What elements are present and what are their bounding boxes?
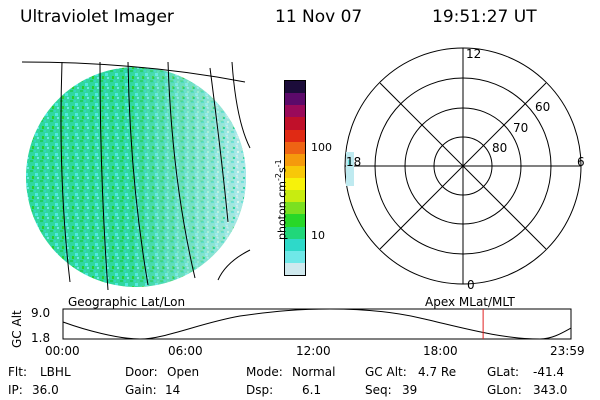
altitude-curve bbox=[62, 308, 572, 340]
timeline-ymin: 1.8 bbox=[31, 331, 51, 345]
door-label: Door: bbox=[125, 365, 158, 379]
gain-label: Gain: bbox=[125, 383, 157, 397]
time-tick-2: 12:00 bbox=[296, 344, 331, 358]
glon-label: GLon: bbox=[487, 383, 522, 397]
mode-label: Mode: bbox=[246, 365, 283, 379]
gain-value: 14 bbox=[165, 383, 181, 397]
colorbar-swatch bbox=[285, 105, 305, 118]
colorbar-swatch bbox=[285, 141, 305, 154]
time-tick-4: 23:59 bbox=[550, 344, 585, 358]
colorbar-swatch bbox=[285, 202, 305, 215]
timeline-right-label: Apex MLat/MLT bbox=[425, 295, 515, 309]
mode-value: Normal bbox=[292, 365, 336, 379]
time-tick-1: 06:00 bbox=[168, 344, 203, 358]
colorbar-swatch bbox=[285, 238, 305, 251]
ip-value: 36.0 bbox=[32, 383, 59, 397]
colorbar-tick-100: 100 bbox=[311, 141, 332, 154]
date-label: 11 Nov 07 bbox=[275, 7, 363, 27]
colorbar-swatch bbox=[285, 250, 305, 263]
timeline-ymax: 9.0 bbox=[31, 306, 51, 320]
seq-value: 39 bbox=[402, 383, 418, 397]
polar-mlt-6: 6 bbox=[577, 155, 585, 169]
polar-aurora-edge bbox=[346, 152, 354, 186]
glat-value: -41.4 bbox=[533, 365, 565, 379]
instrument-title: Ultraviolet Imager bbox=[20, 7, 174, 27]
polar-mlt-18: 18 bbox=[346, 155, 361, 169]
dsp-value: 6.1 bbox=[302, 383, 322, 397]
polar-lat-80: 80 bbox=[492, 141, 507, 155]
colorbar-swatch bbox=[285, 81, 305, 94]
filter-label: Flt: bbox=[8, 365, 27, 379]
polar-mlt-12: 12 bbox=[466, 47, 481, 61]
polar-lat-70: 70 bbox=[513, 121, 528, 135]
colorbar bbox=[284, 80, 306, 276]
colorbar-swatch bbox=[285, 129, 305, 142]
door-value: Open bbox=[167, 365, 200, 379]
colorbar-tick-10: 10 bbox=[311, 229, 325, 242]
colorbar-swatch bbox=[285, 178, 305, 191]
filter-value: LBHL bbox=[40, 365, 71, 379]
colorbar-swatch bbox=[285, 262, 305, 275]
timeline-left-label: Geographic Lat/Lon bbox=[68, 295, 186, 309]
gcalt-label: GC Alt: bbox=[365, 365, 407, 379]
colorbar-swatch bbox=[285, 190, 305, 203]
time-label: 19:51:27 UT bbox=[432, 7, 537, 27]
dsp-label: Dsp: bbox=[246, 383, 274, 397]
colorbar-swatch bbox=[285, 214, 305, 227]
glon-value: 343.0 bbox=[533, 383, 568, 397]
colorbar-swatch bbox=[285, 165, 305, 178]
ip-label: IP: bbox=[8, 383, 23, 397]
gcalt-value: 4.7 Re bbox=[418, 365, 457, 379]
colorbar-swatch bbox=[285, 93, 305, 106]
glat-label: GLat: bbox=[487, 365, 520, 379]
time-tick-0: 00:00 bbox=[45, 344, 80, 358]
time-tick-3: 18:00 bbox=[423, 344, 458, 358]
seq-label: Seq: bbox=[365, 383, 392, 397]
polar-lat-60: 60 bbox=[535, 100, 550, 114]
colorbar-swatch bbox=[285, 117, 305, 130]
polar-mlt-0: 0 bbox=[467, 278, 475, 292]
geographic-grid bbox=[21, 61, 251, 291]
colorbar-swatch bbox=[285, 153, 305, 166]
colorbar-swatch bbox=[285, 226, 305, 239]
